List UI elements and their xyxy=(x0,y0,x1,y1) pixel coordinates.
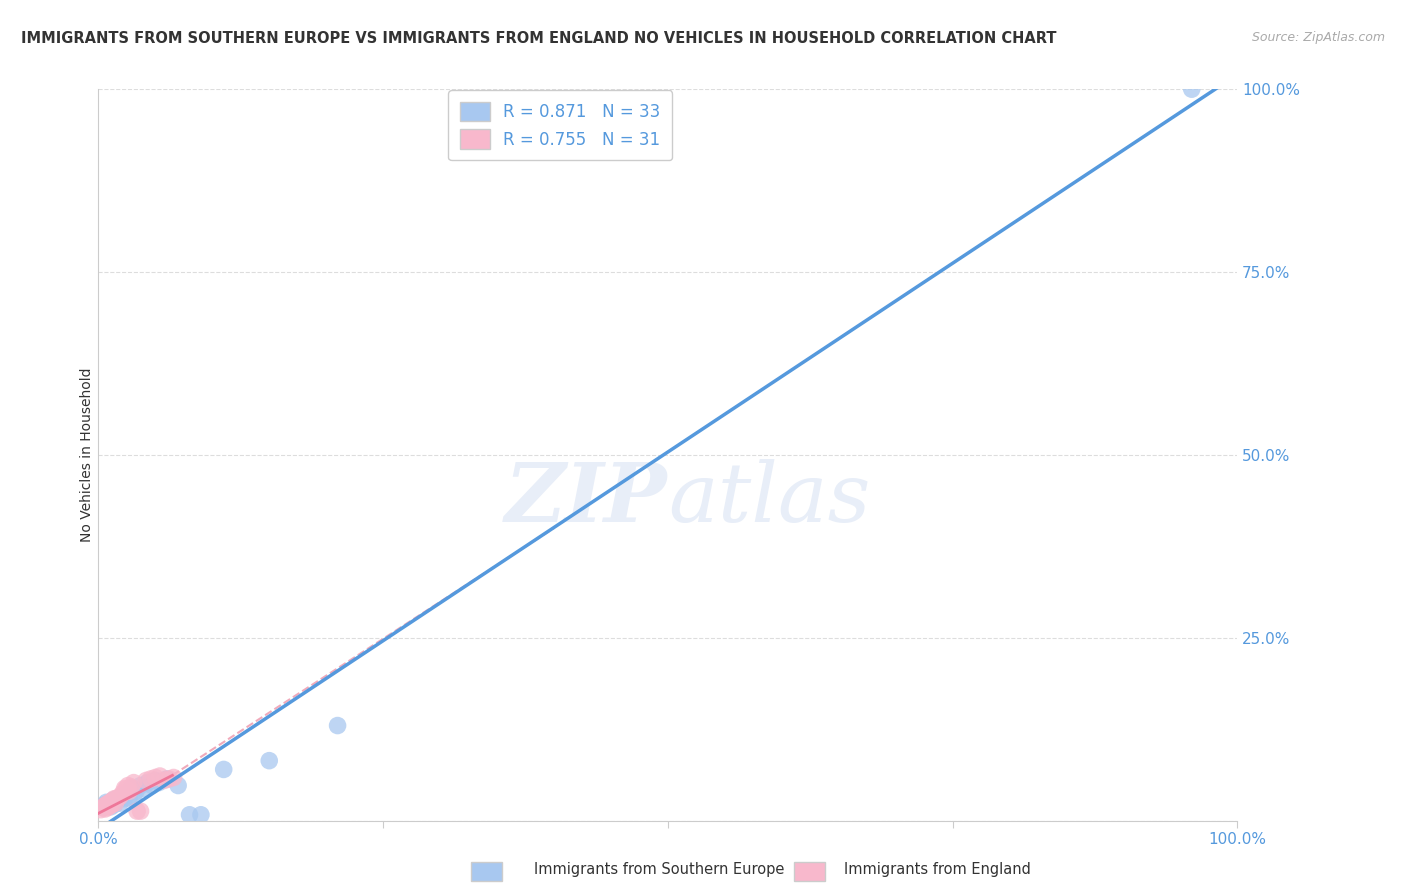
Point xyxy=(120,780,142,794)
Point xyxy=(132,781,155,796)
Point xyxy=(153,773,176,788)
Point xyxy=(118,791,141,805)
Point xyxy=(129,779,152,793)
Point xyxy=(103,793,125,807)
Point xyxy=(136,775,159,789)
Point xyxy=(162,771,184,785)
Point xyxy=(117,779,139,793)
Point xyxy=(101,797,124,812)
Point xyxy=(108,789,131,804)
Text: ZIP: ZIP xyxy=(505,458,668,539)
Point xyxy=(100,799,122,814)
Text: atlas: atlas xyxy=(668,458,870,539)
Point xyxy=(98,799,121,814)
Point xyxy=(212,763,235,777)
Legend: R = 0.871   N = 33, R = 0.755   N = 31: R = 0.871 N = 33, R = 0.755 N = 31 xyxy=(449,90,672,161)
Point xyxy=(96,799,118,814)
Point xyxy=(91,800,114,814)
Point xyxy=(107,791,129,805)
Point xyxy=(167,779,190,793)
Point xyxy=(94,802,117,816)
Point xyxy=(97,797,120,812)
Point xyxy=(114,791,136,805)
Point xyxy=(114,781,136,796)
Point xyxy=(93,799,115,814)
Point xyxy=(91,800,114,814)
Text: Source: ZipAtlas.com: Source: ZipAtlas.com xyxy=(1251,31,1385,45)
Point xyxy=(103,797,125,812)
Point xyxy=(190,807,212,822)
Point xyxy=(108,796,131,810)
Point xyxy=(157,772,180,786)
Point xyxy=(148,775,170,789)
Point xyxy=(114,782,136,797)
Point xyxy=(179,807,201,822)
Point xyxy=(326,718,349,732)
Point xyxy=(1181,82,1204,96)
Point xyxy=(100,795,122,809)
Point xyxy=(127,804,149,818)
Point xyxy=(145,773,167,788)
Point xyxy=(98,796,121,810)
Point xyxy=(118,784,141,798)
Text: Immigrants from England: Immigrants from England xyxy=(844,863,1031,877)
Point xyxy=(115,787,138,801)
Point xyxy=(111,789,134,804)
Point xyxy=(103,793,125,807)
Point xyxy=(259,754,281,768)
Point xyxy=(104,796,127,810)
Point xyxy=(96,797,118,812)
Text: IMMIGRANTS FROM SOUTHERN EUROPE VS IMMIGRANTS FROM ENGLAND NO VEHICLES IN HOUSEH: IMMIGRANTS FROM SOUTHERN EUROPE VS IMMIG… xyxy=(21,31,1056,46)
Point xyxy=(122,775,145,789)
Point xyxy=(141,779,163,793)
Point xyxy=(103,791,125,805)
Point xyxy=(129,804,152,818)
Point xyxy=(145,771,167,785)
Point xyxy=(139,772,162,786)
Point xyxy=(125,784,148,798)
Text: Immigrants from Southern Europe: Immigrants from Southern Europe xyxy=(534,863,785,877)
Point xyxy=(107,793,129,807)
Point xyxy=(156,772,179,786)
Point xyxy=(96,800,118,814)
Point xyxy=(94,797,117,812)
Point xyxy=(96,796,118,810)
Point xyxy=(111,787,134,801)
Point xyxy=(104,795,127,809)
Point xyxy=(149,769,172,783)
Y-axis label: No Vehicles in Household: No Vehicles in Household xyxy=(80,368,94,542)
Point xyxy=(135,773,157,788)
Point xyxy=(97,796,120,810)
Point xyxy=(90,803,112,817)
Point xyxy=(120,781,142,796)
Point xyxy=(122,789,145,804)
